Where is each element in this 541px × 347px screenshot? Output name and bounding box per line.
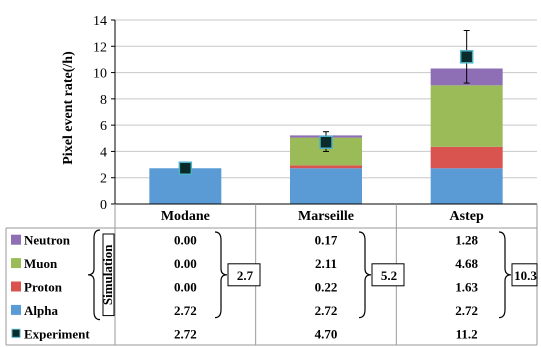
y-tick-label: 14	[93, 14, 107, 29]
y-tick-label: 10	[93, 67, 107, 82]
axes: 0 2 4 6 8 10 12 14	[93, 14, 537, 213]
table-cell: 0.17	[315, 233, 338, 248]
y-axis-title: Pixel event rate(/h)	[61, 51, 76, 165]
category-label: Astep	[450, 209, 484, 224]
bar-muon	[430, 85, 503, 147]
total-value: 2.7	[237, 268, 254, 283]
simulation-label: Simulation	[100, 244, 115, 305]
legend-key-muon	[11, 258, 21, 269]
bar-alpha	[290, 168, 362, 204]
total-box	[511, 263, 538, 287]
y-tick-label: 8	[100, 93, 107, 108]
row-label: Experiment	[24, 326, 90, 341]
simulation-brace	[87, 229, 101, 321]
row-label: Muon	[24, 256, 58, 271]
table-cell: 11.2	[456, 326, 478, 341]
row-label: Neutron	[24, 233, 71, 248]
total-value: 5.2	[381, 268, 397, 283]
table-cell: 2.72	[455, 303, 478, 318]
experiment-marker	[319, 135, 333, 149]
y-tick-label: 0	[100, 198, 107, 213]
table-cell: 4.68	[455, 256, 478, 271]
data-table: Modane Marseille Astep Neutron 0.00 0.17 1.28 M…	[5, 204, 538, 346]
experiment-markers	[178, 30, 474, 176]
total-box	[227, 263, 261, 287]
table-cell: 2.72	[174, 326, 197, 341]
total-brace	[358, 231, 372, 319]
bar-proton	[290, 165, 362, 169]
y-tick-label: 4	[100, 145, 107, 160]
table-cell: 0.22	[315, 280, 338, 295]
table-cell: 4.70	[315, 326, 338, 341]
bar-alpha	[430, 168, 503, 204]
legend-key-proton	[11, 281, 21, 292]
table-cell: 1.28	[455, 233, 478, 248]
table-cell: 2.11	[315, 256, 337, 271]
table-cell: 1.63	[455, 280, 478, 295]
y-tick-label: 6	[100, 119, 107, 134]
experiment-marker	[178, 161, 193, 176]
experiment-marker	[459, 50, 474, 64]
table-cell: 0.00	[174, 280, 197, 295]
legend-key-experiment	[11, 328, 21, 338]
y-tick-label: 2	[100, 172, 107, 187]
total-value: 10.3	[514, 268, 537, 283]
total-brace	[498, 231, 512, 319]
bar-proton	[430, 146, 503, 169]
table-cell: 0.00	[174, 256, 197, 271]
table-cell: 2.72	[174, 303, 197, 318]
total-box	[371, 263, 405, 287]
row-label: Alpha	[24, 303, 58, 318]
total-brace	[214, 231, 228, 319]
legend-key-neutron	[11, 234, 21, 245]
table-cell: 2.72	[315, 303, 338, 318]
legend-key-alpha	[11, 304, 21, 315]
row-label: Proton	[24, 280, 63, 295]
table-cell: 0.00	[174, 233, 197, 248]
category-label: Marseille	[298, 209, 354, 224]
category-label: Modane	[161, 209, 210, 224]
y-tick-label: 12	[93, 40, 107, 55]
simulation-box	[102, 233, 115, 317]
